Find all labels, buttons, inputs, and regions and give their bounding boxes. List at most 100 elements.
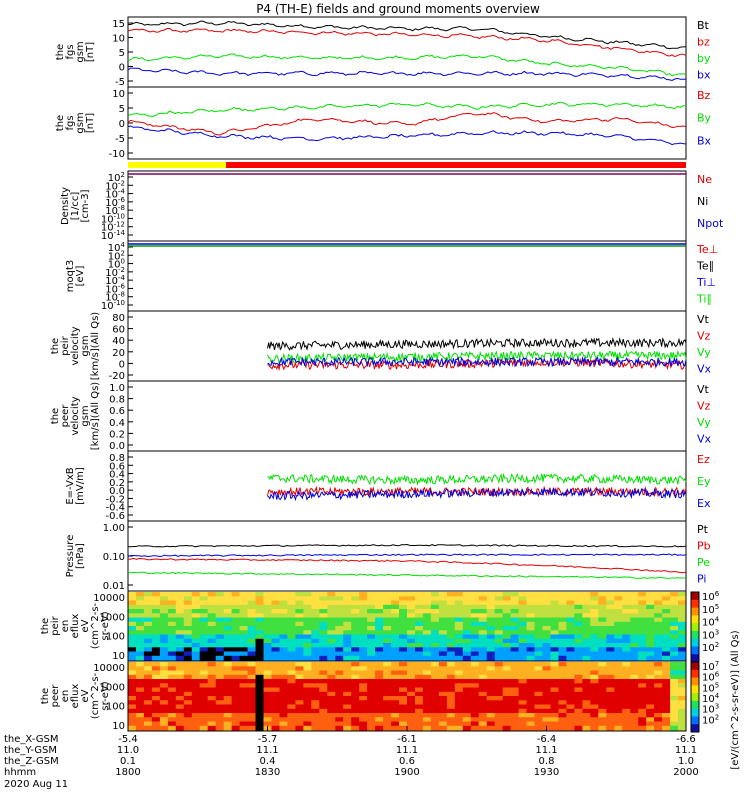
spec-cell: [223, 638, 233, 644]
spec-cell: [646, 683, 655, 689]
spec-cell: [327, 638, 336, 644]
spec-cell: [239, 592, 249, 597]
spec-cell: [438, 696, 448, 701]
spec-cell: [407, 647, 416, 653]
spec-cell: [231, 717, 241, 723]
spec-cell: [367, 666, 376, 672]
spec-cell: [670, 674, 679, 680]
colorbar-tick-label: 105: [702, 681, 719, 694]
spec-cell: [630, 691, 639, 697]
spec-cell: [311, 679, 320, 684]
spec-cell: [526, 596, 536, 602]
spec-cell: [191, 700, 201, 706]
spec-cell: [303, 609, 312, 614]
spec-cell: [375, 700, 384, 706]
spec-cell: [462, 700, 472, 706]
spec-cell: [606, 634, 615, 640]
spec-cell: [383, 592, 392, 597]
spec-cell: [311, 609, 320, 614]
ylabel-line: [eV]: [75, 266, 86, 287]
spec-cell: [478, 679, 488, 684]
spec-cell: [383, 609, 392, 614]
spec-cell: [247, 647, 257, 653]
spec-cell: [128, 700, 137, 706]
spec-cell: [383, 670, 392, 676]
spec-cell: [199, 717, 209, 723]
spec-cell: [486, 708, 496, 714]
spec-cell: [183, 638, 193, 644]
spec-cell: [359, 617, 368, 623]
spec-cell: [175, 696, 185, 701]
spec-cell: [199, 674, 209, 680]
panel-peir-velocity: the peir velocity gsm [km/s](All Qs) 80604020…: [50, 310, 712, 382]
spec-cell: [279, 683, 288, 689]
spec-cell: [582, 626, 591, 631]
spec-cell: [199, 634, 209, 640]
spec-cell: [271, 647, 280, 653]
spec-cell: [231, 617, 241, 623]
spec-cell: [430, 600, 440, 606]
spec-cell: [247, 643, 257, 648]
spec-cell: [446, 696, 456, 701]
spec-cell: [614, 655, 623, 661]
spec-cell: [175, 713, 185, 718]
spec-cell: [654, 626, 663, 631]
spec-cell: [454, 662, 464, 667]
spec-cell: [670, 630, 679, 636]
spec-cell: [550, 634, 559, 640]
spec-cell: [136, 630, 145, 636]
legend-Npot: Npot: [697, 217, 724, 230]
spec-cell: [391, 691, 400, 697]
spec-cell: [654, 666, 663, 672]
spec-cell: [678, 592, 687, 597]
spec-cell: [638, 687, 647, 693]
spec-cell: [383, 662, 392, 667]
spec-cell: [128, 617, 137, 623]
spec-cell: [399, 662, 408, 667]
spec-cell: [502, 683, 512, 689]
spec-cell: [662, 643, 671, 648]
spec-cell: [175, 700, 185, 706]
spec-cell: [518, 596, 528, 602]
spec-cell: [446, 643, 456, 648]
spec-cell: [614, 617, 623, 623]
spec-cell: [622, 670, 631, 676]
series-Pi: [127, 553, 687, 558]
spec-cell: [287, 592, 296, 597]
spec-cell: [662, 596, 671, 602]
spec-cell: [446, 630, 456, 636]
spec-cell: [646, 704, 655, 710]
spec-cell: [199, 662, 209, 667]
spec-cell: [606, 604, 615, 610]
spec-cell: [223, 704, 233, 710]
y-tick-label: 15: [112, 19, 125, 30]
spec-cell: [550, 613, 559, 619]
spec-cell: [175, 683, 185, 689]
spec-cell: [183, 634, 193, 640]
spec-cell: [598, 600, 607, 606]
spec-cell: [359, 683, 368, 689]
spec-cell: [159, 634, 169, 640]
spec-cell: [654, 638, 663, 644]
spec-cell: [550, 683, 559, 689]
spec-cell: [478, 617, 488, 623]
spec-cell: [670, 592, 679, 597]
spec-cell: [678, 596, 687, 602]
spec-cell: [422, 708, 432, 714]
spec-cell: [415, 655, 424, 661]
ylabel-line: gsm: [75, 41, 86, 62]
ylabel-line: the: [50, 338, 61, 354]
y-tick-label: 10-4: [105, 274, 125, 287]
spec-cell: [128, 643, 137, 648]
spec-cell: [271, 674, 280, 680]
spec-cell: [383, 651, 392, 657]
spec-cell: [183, 708, 193, 714]
spec-cell: [574, 613, 583, 619]
spec-cell: [558, 725, 567, 731]
spec-cell: [143, 655, 153, 661]
spec-cell: [430, 666, 440, 672]
spec-cell: [359, 626, 368, 631]
spec-cell: [215, 687, 225, 693]
spec-cell: [383, 596, 392, 602]
